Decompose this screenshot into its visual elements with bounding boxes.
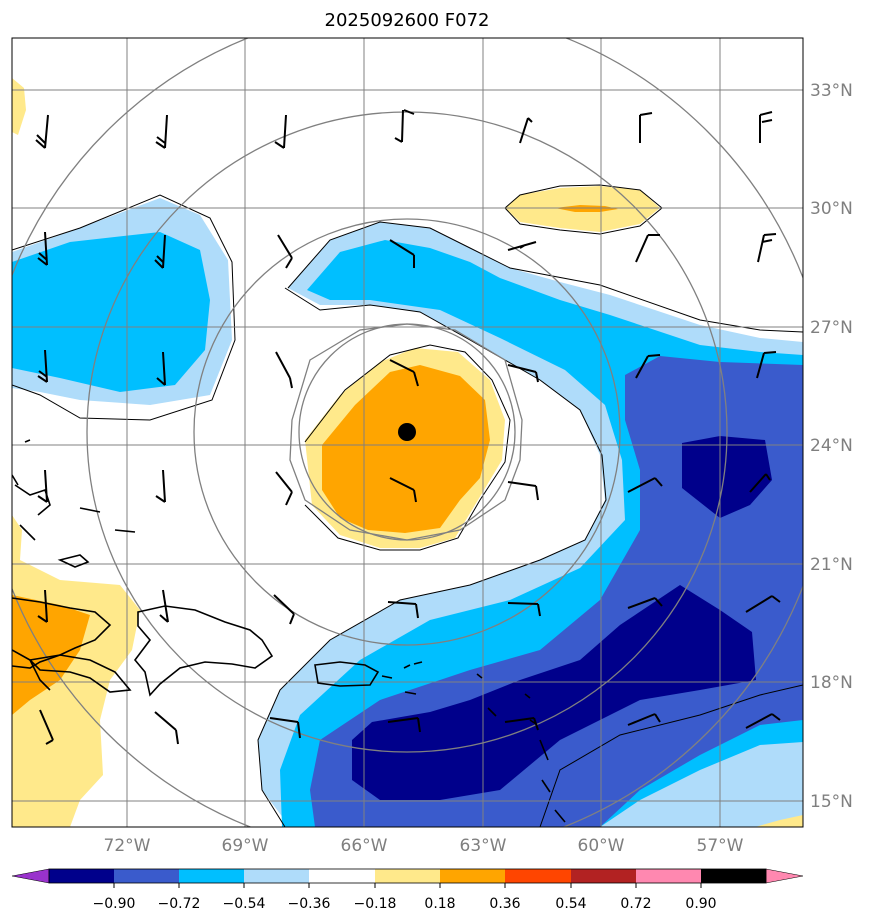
contour-fill-pos018-sw: [12, 515, 140, 827]
map-area: [12, 38, 803, 827]
colorbar-extend-low: [11, 868, 50, 884]
bahamas-islands: [12, 439, 136, 541]
contour-fill-neg072-east: [682, 436, 772, 518]
colorbar-segment: [571, 869, 636, 883]
colorbar-tick-label: −0.36: [288, 896, 331, 912]
coastlines: [12, 439, 566, 823]
range-rings: [12, 38, 803, 827]
colorbar-tick-label: 0.90: [685, 896, 716, 912]
contour-lines: [12, 184, 803, 827]
lat-label: 33°N: [810, 81, 853, 101]
colorbar-segment: [440, 869, 505, 883]
lat-label: 15°N: [810, 792, 853, 812]
colorbar-ticks: [113, 883, 702, 888]
colorbar-tick-label: 0.54: [555, 896, 586, 912]
lat-label: 24°N: [810, 436, 853, 456]
colorbar-outline: [48, 868, 767, 884]
colorbar-segment: [244, 869, 309, 883]
colorbar-tick-label: −0.18: [354, 896, 397, 912]
latitude-labels: 33°N 30°N 27°N 24°N 21°N 18°N 15°N: [810, 81, 853, 812]
lat-label: 21°N: [810, 555, 853, 575]
lesser-antilles: [476, 673, 566, 823]
graticule: [12, 38, 803, 827]
contour-fill-neg054: [310, 356, 803, 827]
colorbar-tick-label: 0.72: [620, 896, 651, 912]
colorbar-segment: [636, 869, 701, 883]
lat-label: 30°N: [810, 199, 853, 219]
colorbar-segment: [114, 869, 179, 883]
colorbar-tick-label: −0.72: [158, 896, 201, 912]
lon-label: 72°W: [104, 836, 151, 856]
colorbar-segment: [505, 869, 571, 883]
colorbar-segment: [179, 869, 244, 883]
lon-label: 66°W: [341, 836, 388, 856]
jamaica-coast: [57, 554, 90, 568]
lat-label: 18°N: [810, 673, 853, 693]
cuba-south-coast: [12, 649, 51, 691]
colorbar-segment: [701, 869, 766, 883]
contour-fill-pos018-se: [755, 815, 803, 827]
lat-label: 27°N: [810, 318, 853, 338]
map-title: 2025092600 F072: [325, 10, 490, 31]
lon-label: 63°W: [460, 836, 507, 856]
hispaniola-coast: [133, 605, 274, 697]
lon-label: 57°W: [697, 836, 744, 856]
colorbar-segment: [309, 869, 375, 883]
colorbar-extend-high: [765, 868, 804, 884]
lon-label: 69°W: [222, 836, 269, 856]
colorbar-tick-label: −0.90: [93, 896, 136, 912]
colorbar-tick-label: 0.18: [424, 896, 455, 912]
colorbar-tick-label: 0.36: [489, 896, 520, 912]
map-frame: [11, 37, 804, 828]
colorbar-segment: [49, 869, 114, 883]
storm-center-marker: [398, 423, 416, 441]
lon-label: 60°W: [578, 836, 625, 856]
longitude-labels: 72°W 69°W 66°W 63°W 60°W 57°W: [104, 836, 744, 856]
virgin-islands: [381, 661, 423, 695]
contour-fill-pos018-nw: [12, 78, 26, 135]
contour-fill-pos036-sw: [12, 595, 90, 715]
colorbar-tick-label: −0.54: [223, 896, 266, 912]
contour-fill-neg072-south: [352, 585, 756, 800]
cuba-east-coast: [28, 654, 132, 693]
colorbar-segment: [375, 869, 440, 883]
puerto-rico-coast: [314, 661, 380, 687]
colorbar: −0.90 −0.72 −0.54 −0.36 −0.18 0.18 0.36 …: [11, 868, 804, 912]
cuba-coast: [12, 597, 112, 669]
wind-barbs: [35, 109, 781, 745]
